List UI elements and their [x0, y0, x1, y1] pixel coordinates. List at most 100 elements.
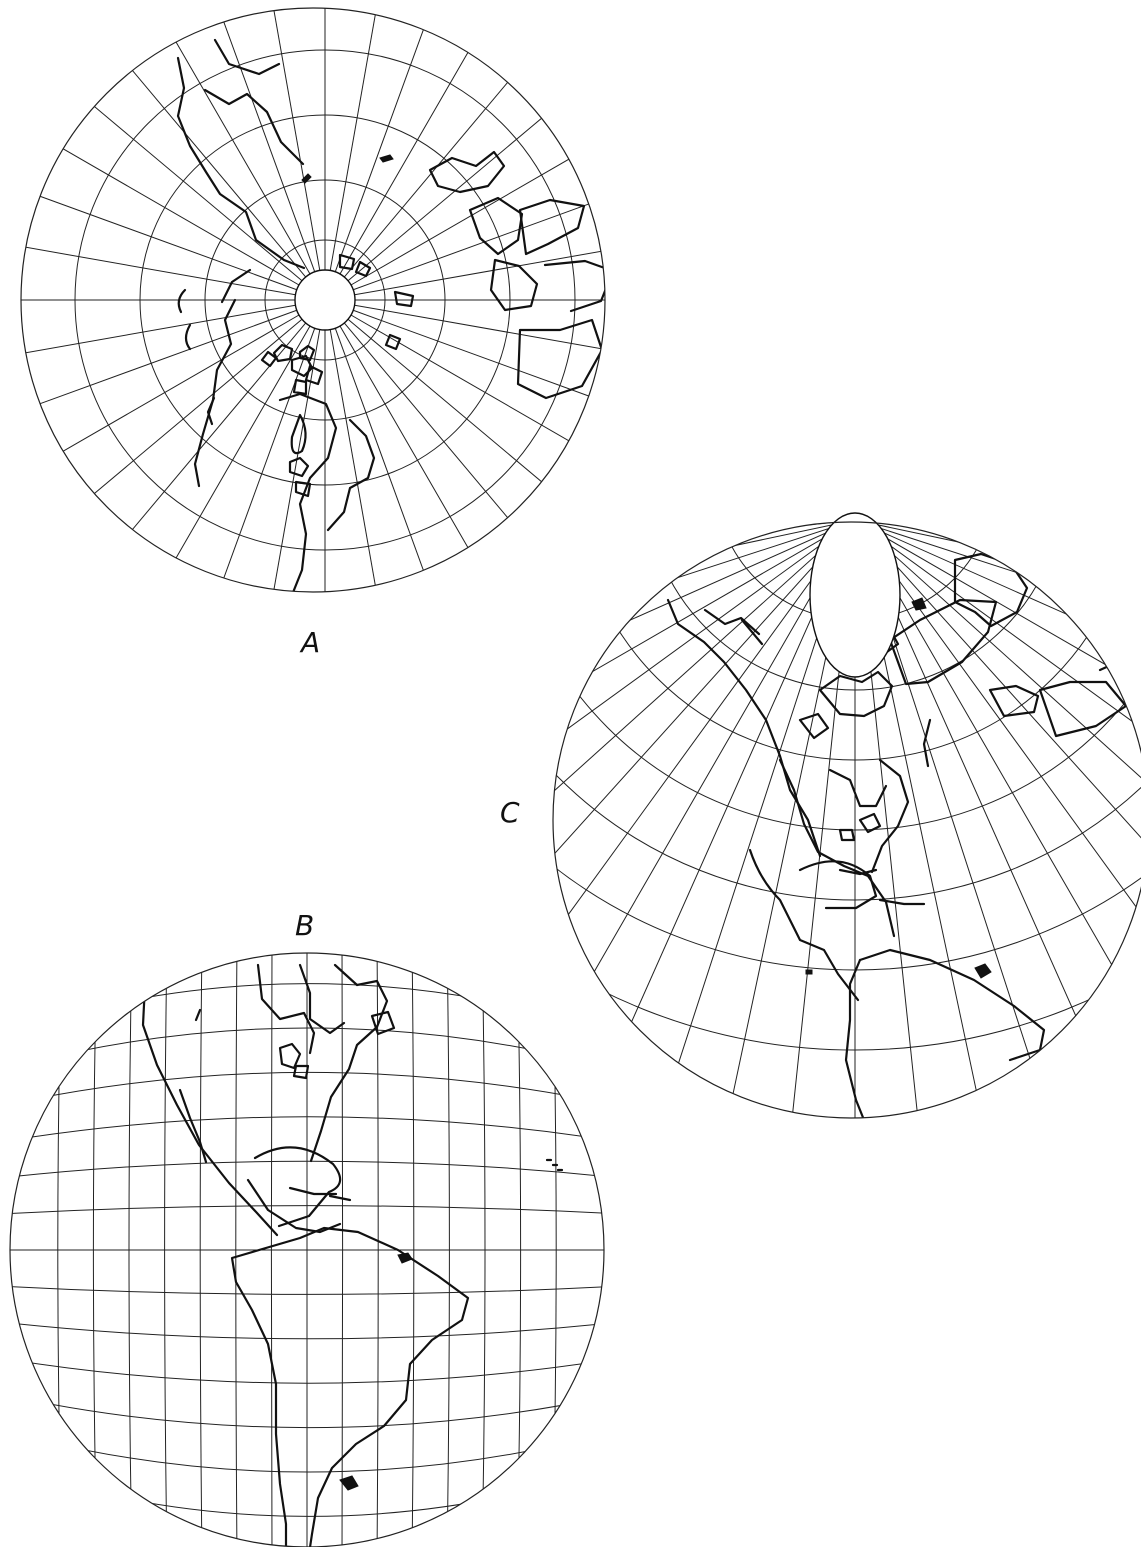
panel-label-b: B: [295, 909, 314, 942]
meridian-line: [446, 953, 450, 1547]
polar-gap-a: [294, 269, 356, 331]
parallel-line: [10, 1116, 604, 1143]
meridian-line: [92, 953, 98, 1547]
parallel-line: [10, 1285, 604, 1295]
meridian-line: [57, 953, 63, 1547]
parallel-line: [553, 522, 1141, 831]
meridian-line: [164, 953, 168, 1547]
meridian-line: [854, 522, 1141, 921]
meridian-line: [114, 325, 311, 592]
polar-gap-c: [809, 512, 901, 678]
meridian-line: [347, 318, 605, 571]
meridian-line: [411, 953, 415, 1547]
meridian-line: [21, 29, 303, 282]
meridian-line: [354, 304, 605, 374]
map-c-rim: [552, 521, 1141, 1119]
meridian-line: [553, 522, 856, 921]
meridian-line: [354, 226, 605, 296]
parallel-line: [10, 1465, 604, 1517]
meridian-line: [353, 155, 605, 291]
panel-label-c: C: [500, 796, 520, 829]
meridian-line: [350, 89, 605, 286]
coastlines-a: [176, 38, 605, 592]
meridian-line: [353, 309, 605, 445]
meridian-line: [235, 953, 238, 1547]
meridian-line: [343, 8, 596, 278]
meridian-line: [21, 309, 297, 445]
meridian-line: [59, 436, 855, 520]
meridian-line: [270, 953, 273, 1547]
parallel-line: [553, 522, 1141, 901]
meridian-line: [329, 8, 399, 271]
map-a: A: [20, 7, 606, 659]
meridian-line: [481, 953, 486, 1547]
meridian-line: [21, 155, 297, 291]
parallel-line: [553, 522, 1141, 1051]
meridian-line: [553, 522, 856, 1056]
meridian-line: [854, 522, 1141, 1118]
meridian-line: [854, 522, 1141, 1118]
parallel-line: [644, 522, 1066, 691]
parallel-line: [10, 1205, 604, 1215]
graticule-a: [21, 8, 605, 592]
meridian-line: [334, 328, 470, 592]
meridian-line: [199, 953, 203, 1547]
meridian-line: [180, 8, 316, 272]
map-a-rim: [20, 7, 606, 593]
meridian-line: [855, 436, 1141, 520]
meridian-line: [329, 329, 399, 592]
meridian-line: [553, 522, 856, 846]
meridian-line: [854, 522, 1141, 768]
meridian-line: [553, 522, 856, 1118]
meridian-line: [553, 522, 856, 1115]
parallel-line: [10, 1393, 604, 1429]
parallel-line: [553, 522, 1141, 971]
meridian-line: [21, 226, 296, 296]
parallel-line: [10, 1160, 604, 1179]
meridian-line: [551, 953, 557, 1547]
meridian-line: [553, 522, 856, 1118]
meridian-line: [854, 522, 1141, 991]
meridian-line: [350, 314, 605, 511]
meridian-line: [180, 328, 316, 592]
meridian-line: [854, 522, 1141, 1056]
meridian-line: [21, 314, 300, 511]
meridian-line: [54, 8, 307, 278]
parallel-line: [10, 1429, 604, 1473]
meridian-line: [339, 325, 536, 592]
meridian-line: [251, 8, 321, 271]
meridian-line: [553, 522, 856, 1118]
meridian-line: [251, 329, 321, 592]
meridian-line: [607, 522, 856, 1118]
panel-label-a: A: [299, 626, 320, 659]
meridian-line: [553, 522, 856, 991]
meridian-line: [339, 8, 536, 275]
parallel-line: [10, 1071, 604, 1107]
parallel-line: [574, 522, 1136, 761]
coastlines-c: [666, 552, 1141, 1118]
meridian-line: [128, 953, 133, 1547]
meridian-line: [553, 522, 856, 768]
meridian-line: [854, 522, 1141, 1115]
graticule-c: [59, 436, 1141, 1118]
meridian-line: [553, 522, 856, 605]
parallel-line: [10, 953, 604, 999]
map-b-rim: [9, 952, 605, 1547]
meridian-line: [854, 522, 1141, 1118]
coastlines-b: [141, 963, 564, 1547]
meridian-line: [854, 522, 1141, 846]
meridian-line: [21, 304, 296, 374]
parallel-line: [10, 1357, 604, 1384]
meridian-line: [334, 8, 470, 272]
meridian-line: [516, 953, 522, 1547]
meridian-line: [343, 322, 596, 592]
parallel-line: [10, 1321, 604, 1340]
map-c: C: [59, 436, 1141, 1119]
map-b: B: [9, 909, 605, 1547]
meridian-line: [54, 322, 307, 592]
meridian-line: [21, 318, 303, 571]
meridian-line: [854, 522, 1103, 1118]
meridian-line: [114, 8, 311, 275]
meridian-line: [21, 89, 300, 286]
